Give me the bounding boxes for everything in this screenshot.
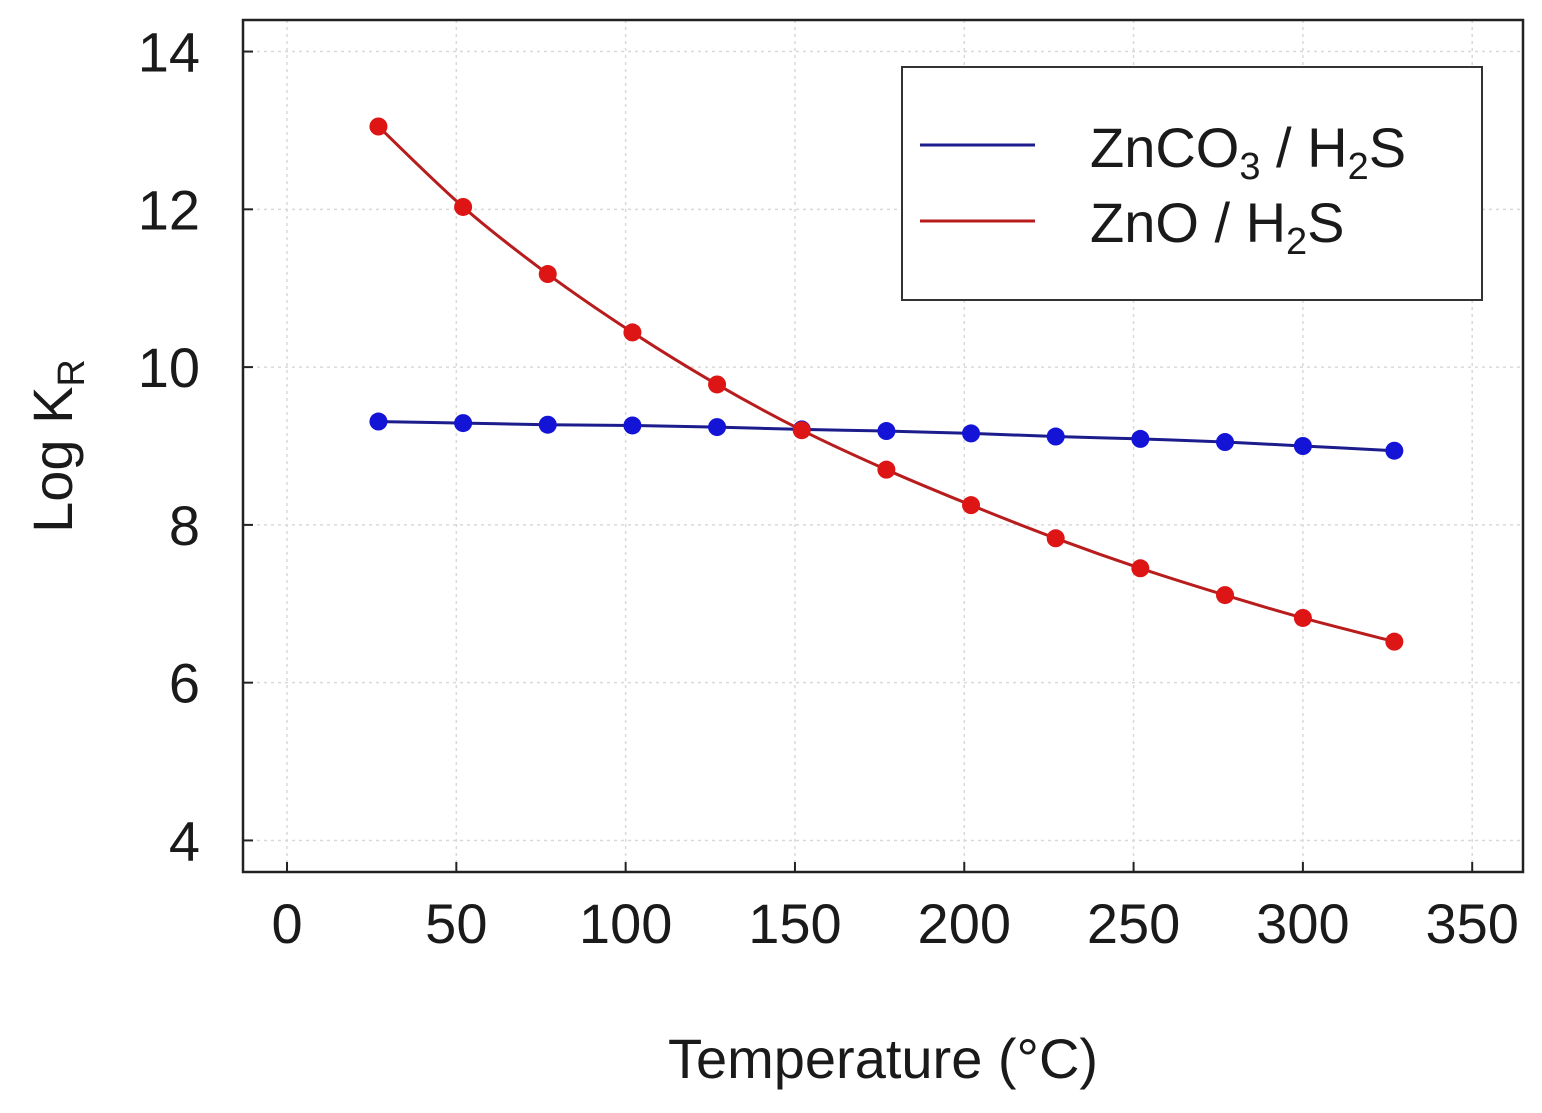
legend: ZnCO3 / H2S ZnO / H2S xyxy=(901,66,1483,301)
legend-box xyxy=(901,66,1483,301)
data-point-zno xyxy=(454,197,473,216)
data-point-zno xyxy=(792,421,811,440)
x-tick-label: 50 xyxy=(425,892,487,955)
x-tick-label: 100 xyxy=(579,892,672,955)
x-tick-label: 200 xyxy=(918,892,1011,955)
y-tick-label: 6 xyxy=(169,652,200,715)
data-point-znco3 xyxy=(1216,433,1235,452)
y-tick-label: 4 xyxy=(169,809,200,872)
data-point-zno xyxy=(369,117,388,136)
y-tick-label: 10 xyxy=(138,336,200,399)
data-point-znco3 xyxy=(877,422,896,441)
x-axis-title: Temperature (°C) xyxy=(668,1027,1098,1090)
ticks: 0 50 100 150 200 250 300 350 4 6 8 10 12 14 xyxy=(138,21,1519,955)
plot-frame xyxy=(241,18,1525,874)
data-point-znco3 xyxy=(369,412,388,431)
y-axis-title: Log KR xyxy=(21,359,93,533)
data-point-zno xyxy=(877,460,896,479)
y-tick-label: 12 xyxy=(138,178,200,241)
data-point-znco3 xyxy=(1293,437,1312,455)
data-point-znco3 xyxy=(962,424,981,443)
data-point-znco3 xyxy=(623,416,642,435)
x-tick-label: 250 xyxy=(1087,892,1180,955)
data-point-znco3 xyxy=(538,415,557,434)
legend-label-zno: ZnO / H2S xyxy=(1090,191,1345,263)
data-point-znco3 xyxy=(708,418,727,437)
series-layer xyxy=(369,117,1404,651)
data-point-znco3 xyxy=(454,414,473,433)
y-tick-label: 14 xyxy=(138,21,200,84)
y-tick-label: 8 xyxy=(169,494,200,557)
x-tick-label: 300 xyxy=(1256,892,1349,955)
x-tick-label: 0 xyxy=(271,892,302,955)
data-point-znco3 xyxy=(1046,427,1065,446)
x-tick-label: 350 xyxy=(1425,892,1518,955)
data-point-zno xyxy=(1216,586,1235,605)
data-point-zno xyxy=(623,323,642,342)
legend-label-znco3: ZnCO3 / H2S xyxy=(1090,116,1406,188)
x-tick-label: 150 xyxy=(748,892,841,955)
data-point-zno xyxy=(1046,529,1065,548)
data-point-zno xyxy=(1293,608,1312,627)
data-point-znco3 xyxy=(1385,441,1404,460)
data-point-zno xyxy=(1131,559,1150,578)
data-point-zno xyxy=(1385,632,1404,651)
data-point-zno xyxy=(708,375,727,394)
data-point-zno xyxy=(962,496,981,515)
data-point-znco3 xyxy=(1131,429,1150,448)
data-point-zno xyxy=(538,265,557,284)
